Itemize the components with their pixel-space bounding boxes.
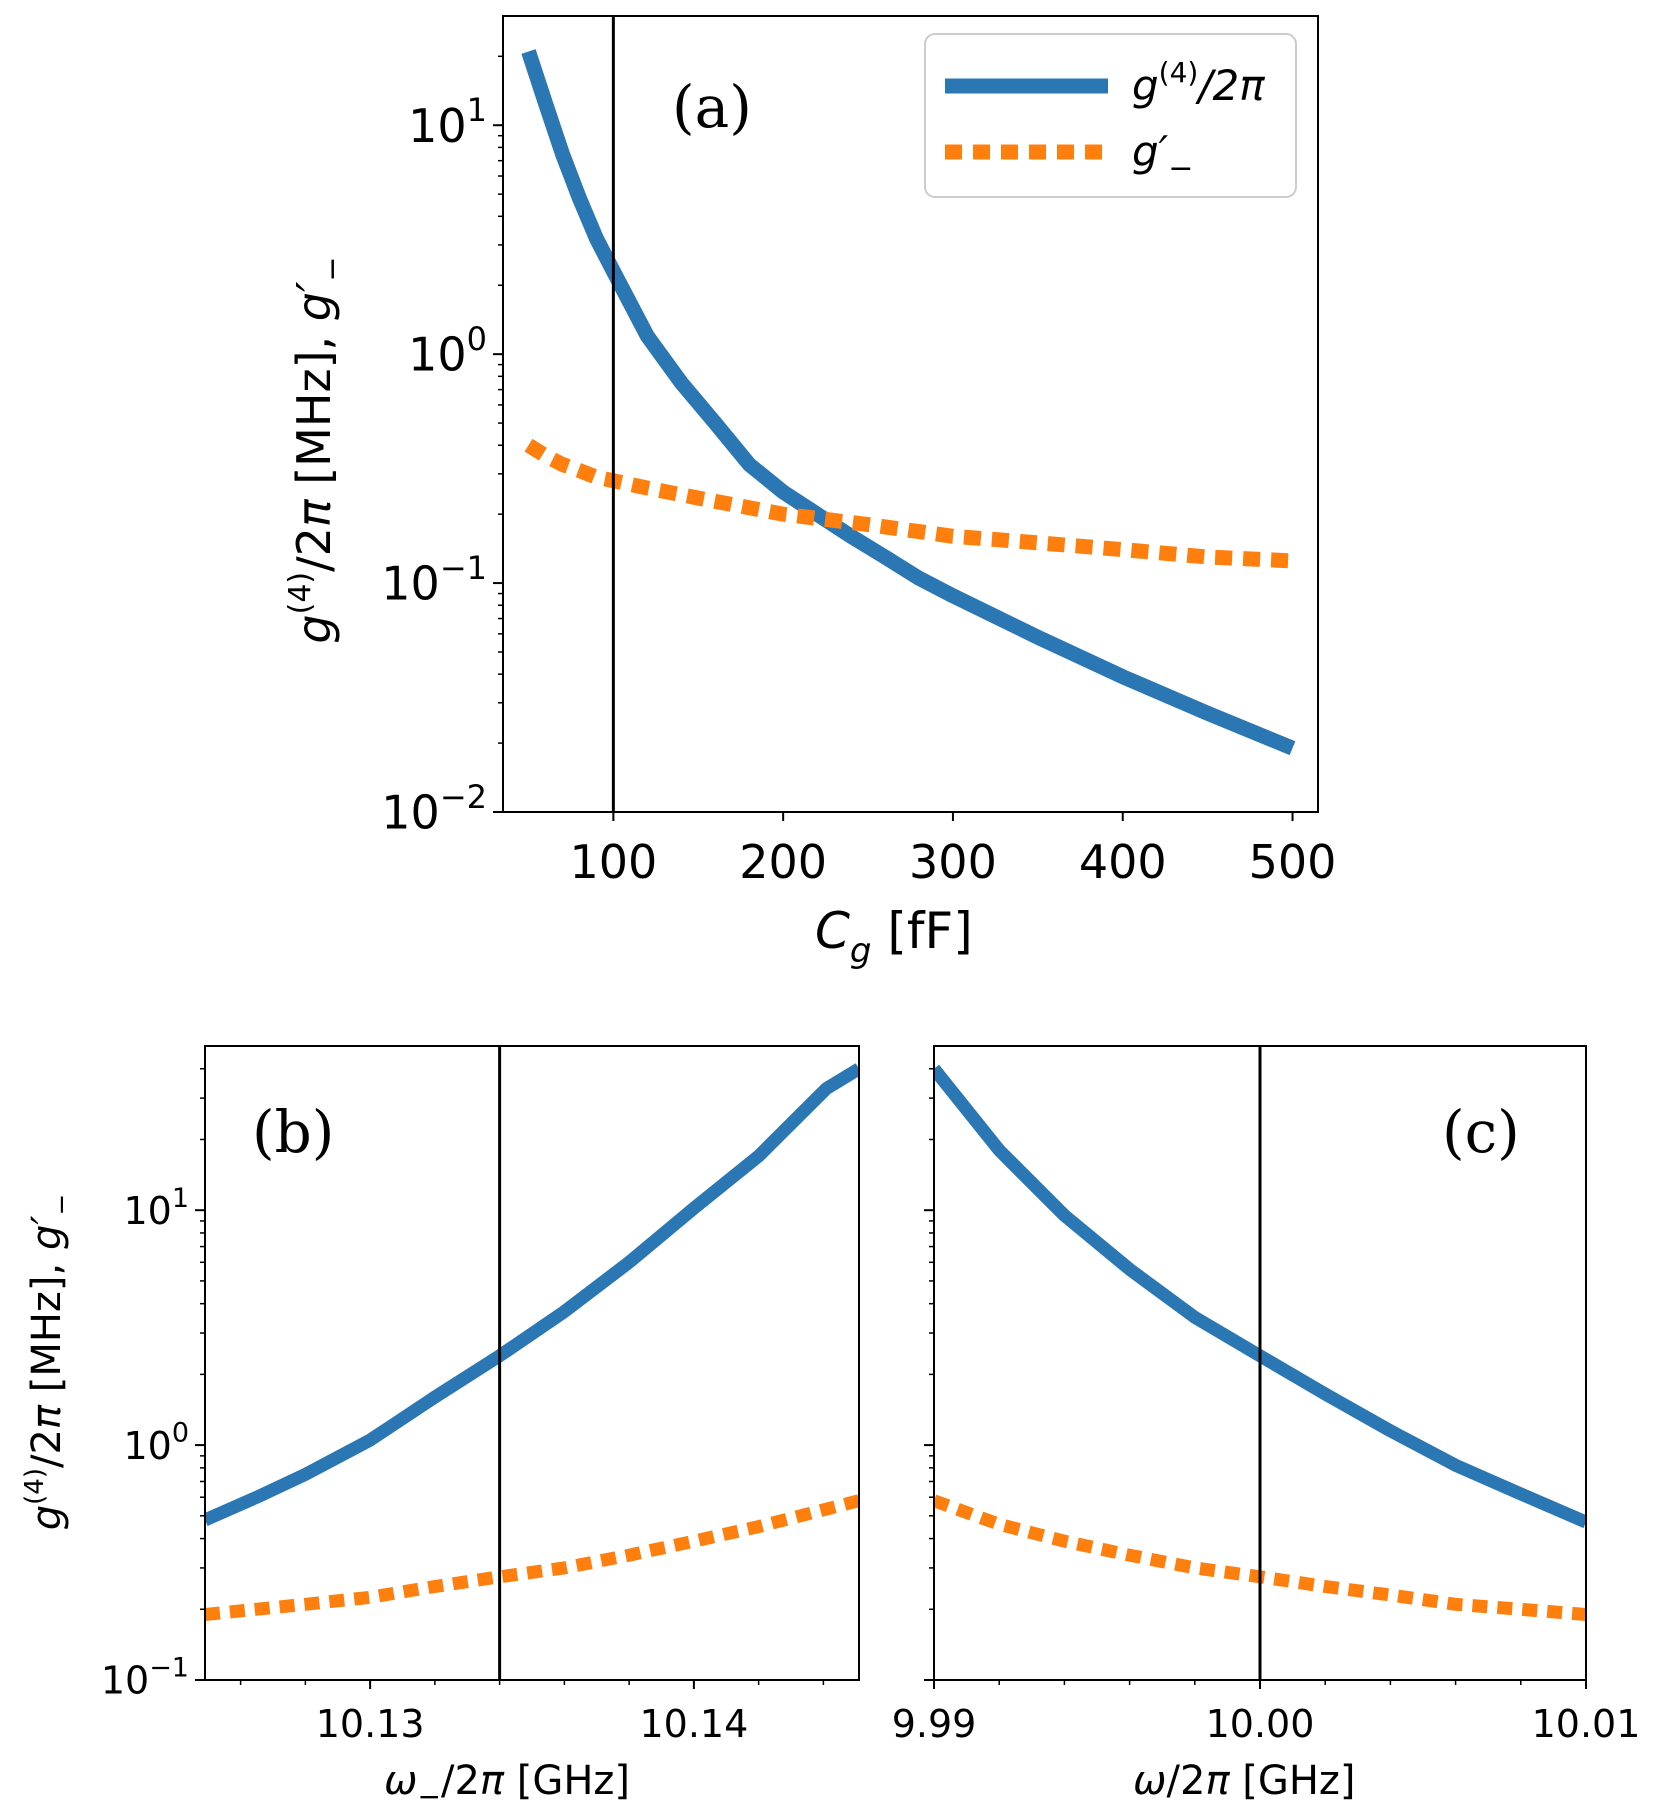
panel-c-label: (c) <box>1442 1098 1520 1166</box>
series-line-gm <box>524 438 1293 569</box>
panel-c-xlabel: ω/2π [GHz] <box>1133 1758 1356 1804</box>
x-tick-label: 10.00 <box>1206 1702 1315 1746</box>
legend-entry-gm: g′− <box>1132 127 1193 186</box>
series-line-g4 <box>205 1063 859 1526</box>
x-tick-label: 200 <box>739 835 827 889</box>
panel-b-ylabel: g(4)/2π [MHz], g′− <box>20 1194 77 1531</box>
series-line-gm <box>205 1494 859 1621</box>
x-tick-label: 100 <box>569 835 657 889</box>
panel-b-series <box>205 1063 859 1621</box>
panel-a: 100 200 300 400 500 10−2 10−1 100 101 (a) Cg [fF… <box>283 15 1337 971</box>
x-tick-label: 10.13 <box>316 1702 425 1746</box>
panel-b-ticks: 10.13 10.14 10−1 100 101 <box>101 1068 825 1746</box>
x-tick-label: 400 <box>1079 835 1167 889</box>
y-tick-label: 101 <box>123 1183 189 1233</box>
y-tick-label: 10−2 <box>381 778 487 840</box>
x-tick-label: 10.01 <box>1532 1702 1641 1746</box>
panel-b-label: (b) <box>252 1098 334 1166</box>
series-line-g4 <box>521 49 1296 756</box>
panel-a-legend: g(4)/2π g′− <box>924 33 1297 198</box>
x-tick-label: 500 <box>1249 835 1337 889</box>
legend-entry-g4: g(4)/2π <box>1132 56 1265 110</box>
panel-c-ticks: 9.99 10.00 10.01 <box>892 1068 1641 1746</box>
y-tick-label: 101 <box>408 91 487 153</box>
panel-a-series <box>521 49 1296 756</box>
y-tick-label: 100 <box>123 1418 189 1468</box>
panel-a-label: (a) <box>672 73 752 141</box>
x-tick-label: 10.14 <box>639 1702 748 1746</box>
panel-a-frame <box>502 15 1319 813</box>
x-tick-label: 300 <box>909 835 997 889</box>
legend-frame <box>924 33 1297 198</box>
panel-a-ylabel: g(4)/2π [MHz], g′− <box>283 256 350 643</box>
y-tick-label: 100 <box>408 320 487 382</box>
panel-b-xlabel: ω−/2π [GHz] <box>384 1758 630 1806</box>
panel-a-xlabel: Cg [fF] <box>815 902 973 971</box>
x-tick-label: 9.99 <box>892 1702 977 1746</box>
panel-c: 9.99 10.00 10.01 (c) ω/2π [GHz] <box>892 1045 1641 1804</box>
panel-b: 10.13 10.14 10−1 100 101 (b) ω−/2π [GHz] g(4… <box>20 1045 860 1806</box>
y-tick-label: 10−1 <box>381 549 487 611</box>
panel-a-ticks: 100 200 300 400 500 10−2 10−1 100 101 <box>381 55 1337 889</box>
y-tick-label: 10−1 <box>101 1653 189 1703</box>
panel-b-frame <box>204 1045 860 1681</box>
